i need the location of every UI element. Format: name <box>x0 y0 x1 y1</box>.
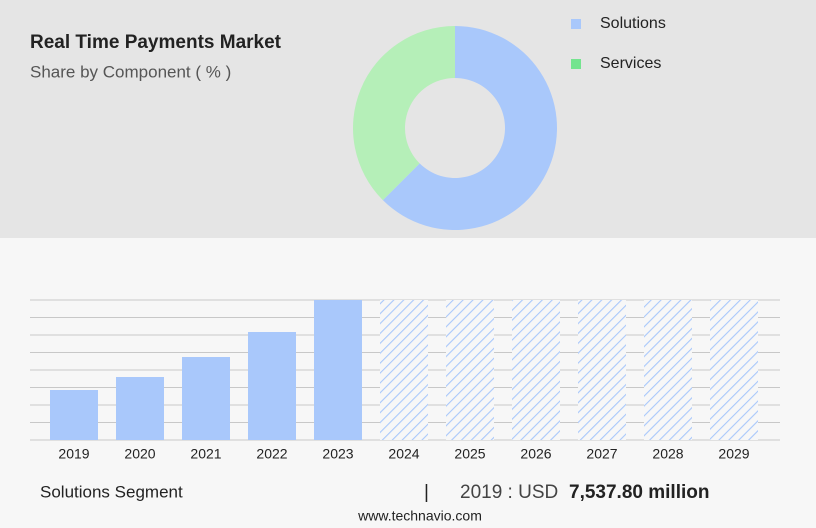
legend-swatch <box>571 59 581 69</box>
footer-year: 2019 : USD <box>460 482 558 503</box>
x-tick-label: 2027 <box>586 446 617 462</box>
forecast-bar <box>710 300 758 440</box>
footer-segment: Solutions Segment <box>40 482 183 501</box>
x-tick-label: 2020 <box>124 446 155 462</box>
bar <box>314 300 362 440</box>
x-tick-label: 2026 <box>520 446 551 462</box>
bar <box>248 332 296 440</box>
x-tick-label: 2021 <box>190 446 221 462</box>
x-tick-label: 2028 <box>652 446 683 462</box>
forecast-bar <box>380 300 428 440</box>
x-tick-label: 2019 <box>58 446 89 462</box>
bar <box>182 357 230 440</box>
x-tick-label: 2029 <box>718 446 749 462</box>
forecast-bar <box>512 300 560 440</box>
x-tick-label: 2024 <box>388 446 419 462</box>
legend-swatch <box>571 19 581 29</box>
x-tick-label: 2022 <box>256 446 287 462</box>
legend-label: Services <box>600 55 661 72</box>
x-tick-label: 2023 <box>322 446 353 462</box>
forecast-bar <box>578 300 626 440</box>
footer-amount: 7,537.80 million <box>569 482 709 503</box>
footer-separator: | <box>424 482 429 503</box>
footer-source: www.technavio.com <box>357 508 482 524</box>
donut-slice <box>353 26 455 201</box>
chart-subtitle: Share by Component ( % ) <box>30 62 231 81</box>
donut-slice <box>382 26 557 230</box>
legend-label: Solutions <box>600 15 666 32</box>
bar <box>50 390 98 440</box>
chart-title: Real Time Payments Market <box>30 32 282 53</box>
forecast-bar <box>644 300 692 440</box>
bar <box>116 377 164 440</box>
forecast-bar <box>446 300 494 440</box>
x-tick-label: 2025 <box>454 446 485 462</box>
